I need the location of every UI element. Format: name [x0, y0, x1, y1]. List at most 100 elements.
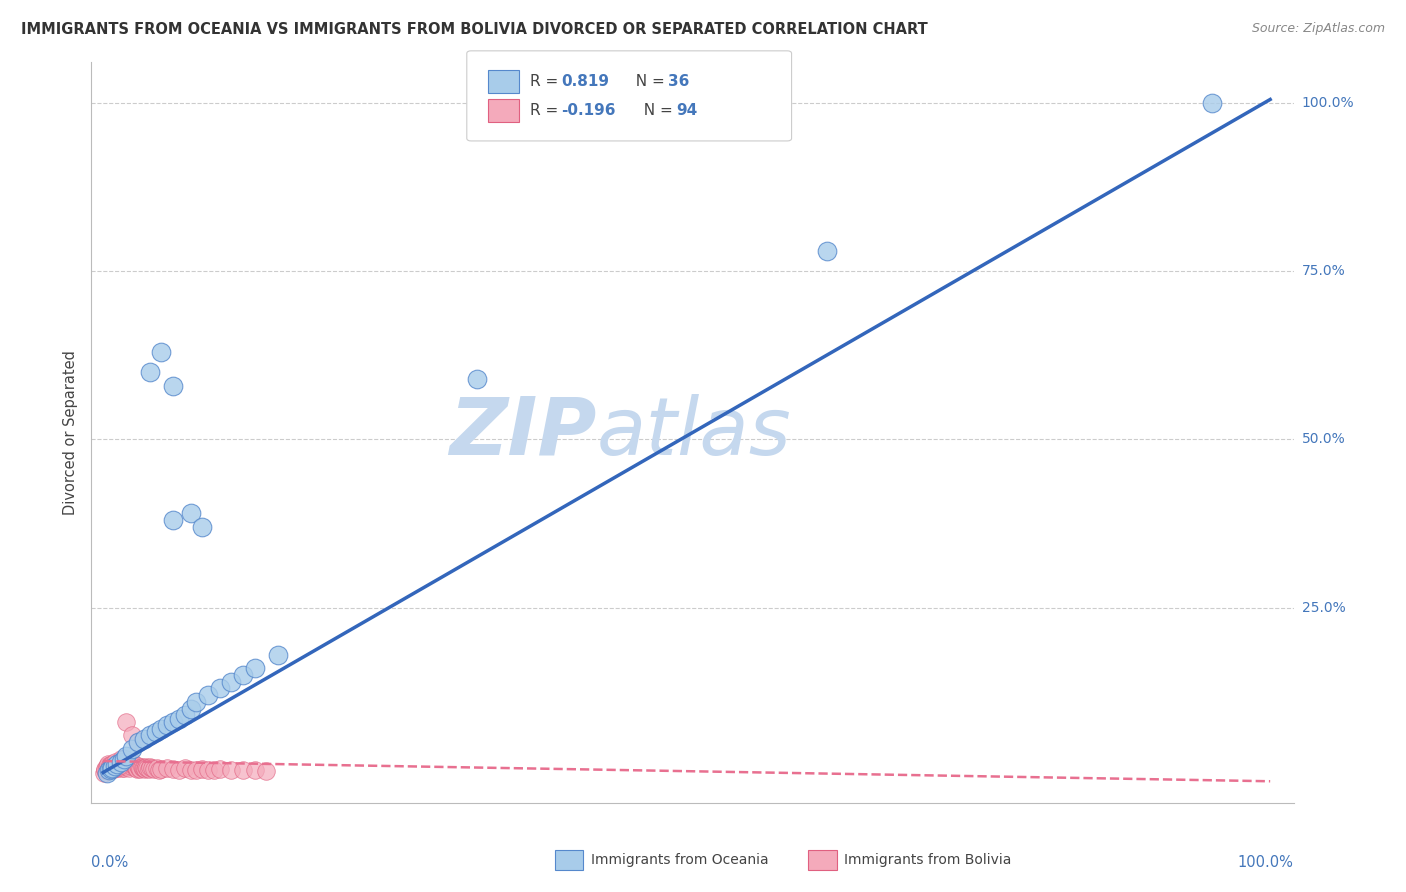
Point: [256, 764, 278, 779]
Point: [121, 756, 143, 770]
Point: [162, 714, 184, 729]
Text: Immigrants from Oceania: Immigrants from Oceania: [591, 853, 768, 867]
Text: IMMIGRANTS FROM OCEANIA VS IMMIGRANTS FROM BOLIVIA DIVORCED OR SEPARATED CORRELA: IMMIGRANTS FROM OCEANIA VS IMMIGRANTS FR…: [21, 22, 928, 37]
Point: [131, 760, 153, 774]
Point: [97, 756, 120, 771]
Point: [134, 762, 156, 776]
Point: [103, 758, 125, 772]
Point: [100, 759, 122, 773]
Text: Source: ZipAtlas.com: Source: ZipAtlas.com: [1251, 22, 1385, 36]
Point: [104, 761, 127, 775]
Point: [132, 731, 155, 746]
Point: [111, 759, 134, 773]
Point: [243, 763, 266, 777]
Point: [162, 762, 184, 776]
Point: [108, 758, 131, 772]
Point: [122, 758, 145, 772]
Point: [100, 762, 122, 776]
Point: [465, 372, 488, 386]
Point: [221, 763, 243, 777]
Text: Immigrants from Bolivia: Immigrants from Bolivia: [844, 853, 1011, 867]
Point: [100, 762, 122, 776]
Text: 100.0%: 100.0%: [1302, 95, 1354, 110]
Point: [173, 762, 195, 776]
Point: [108, 758, 131, 772]
Text: R =: R =: [530, 74, 564, 88]
Point: [186, 695, 208, 709]
Point: [139, 365, 162, 379]
Point: [105, 759, 128, 773]
Point: [191, 520, 214, 534]
Text: R =: R =: [530, 103, 564, 118]
Point: [139, 729, 162, 743]
Point: [127, 758, 149, 772]
Point: [97, 761, 120, 775]
Point: [104, 756, 127, 770]
Point: [120, 758, 142, 772]
Point: [180, 701, 202, 715]
Point: [96, 762, 118, 776]
Point: [104, 759, 127, 773]
Point: [103, 760, 125, 774]
Point: [112, 761, 135, 775]
Text: N =: N =: [626, 74, 669, 88]
Point: [104, 758, 127, 772]
Point: [145, 725, 167, 739]
Point: [101, 758, 124, 772]
Text: 36: 36: [668, 74, 689, 88]
Point: [128, 761, 150, 775]
Point: [148, 763, 170, 777]
Point: [110, 756, 132, 770]
Point: [180, 763, 202, 777]
Point: [145, 762, 167, 776]
Point: [97, 764, 120, 778]
Point: [162, 513, 184, 527]
Point: [132, 762, 155, 776]
Text: ZIP: ZIP: [449, 393, 596, 472]
Point: [180, 507, 202, 521]
Point: [100, 761, 122, 775]
Point: [1201, 95, 1223, 110]
Point: [118, 756, 141, 771]
Point: [191, 762, 214, 776]
Point: [104, 756, 127, 771]
Point: [162, 378, 184, 392]
Point: [815, 244, 838, 258]
Point: [111, 759, 134, 773]
Point: [97, 761, 120, 775]
Point: [96, 761, 118, 775]
Point: [112, 758, 135, 772]
Point: [107, 756, 129, 771]
Point: [150, 344, 173, 359]
Point: [127, 735, 149, 749]
Text: 94: 94: [676, 103, 697, 118]
Point: [96, 758, 118, 772]
Point: [97, 762, 120, 776]
Point: [111, 758, 134, 772]
Text: 0.819: 0.819: [561, 74, 609, 88]
Point: [105, 759, 128, 773]
Point: [114, 758, 136, 772]
Point: [136, 762, 159, 776]
Point: [156, 761, 179, 775]
Point: [101, 756, 124, 771]
Point: [112, 752, 135, 766]
Point: [104, 758, 127, 772]
Text: -0.196: -0.196: [561, 103, 616, 118]
Point: [96, 765, 118, 780]
Text: 50.0%: 50.0%: [1302, 433, 1346, 446]
Point: [197, 688, 219, 702]
Y-axis label: Divorced or Separated: Divorced or Separated: [63, 351, 79, 515]
Point: [107, 758, 129, 772]
Point: [94, 764, 117, 778]
Point: [107, 761, 129, 775]
Point: [98, 764, 121, 778]
Point: [115, 756, 138, 770]
Point: [150, 722, 173, 736]
Point: [232, 764, 254, 778]
Point: [104, 758, 127, 772]
Point: [125, 762, 148, 776]
Point: [115, 714, 138, 729]
Point: [101, 761, 124, 775]
Point: [127, 735, 149, 749]
